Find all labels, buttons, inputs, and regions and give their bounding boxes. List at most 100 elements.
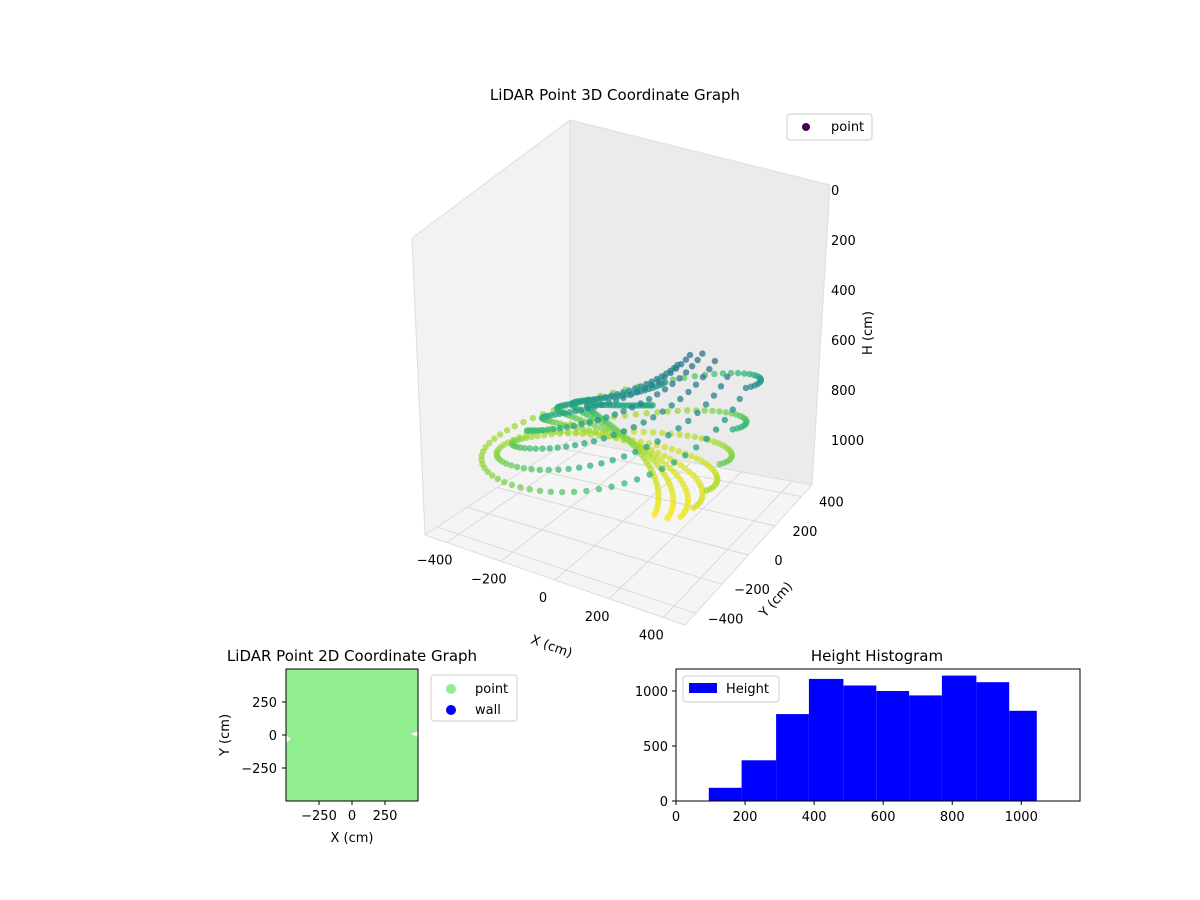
lidar-2d-chart: LiDAR Point 2D Coordinate Graph −250 0 250… (218, 647, 518, 846)
point-marker (576, 464, 583, 471)
point-marker (528, 466, 535, 473)
x-axis-label-3d: X (cm) (529, 633, 575, 662)
point-marker (511, 423, 518, 430)
point-marker (546, 445, 553, 452)
histogram-bar (808, 678, 844, 801)
point-marker (686, 351, 694, 359)
point-marker (494, 475, 501, 483)
point-marker (529, 414, 536, 422)
z-tick-label-3d: 1000 (831, 434, 864, 449)
point-marker (570, 488, 578, 495)
histogram-bar (708, 787, 742, 801)
point-marker (684, 407, 691, 414)
z-tick-label-3d: 800 (831, 384, 856, 399)
point-marker (664, 515, 671, 522)
point-marker (603, 414, 610, 421)
y-tick-label-3d: 200 (793, 525, 818, 540)
histogram-bar (776, 714, 809, 801)
histogram-bar (876, 691, 910, 801)
x-tick-label-hist: 400 (802, 810, 827, 825)
chart-2d-title: LiDAR Point 2D Coordinate Graph (227, 647, 477, 665)
point-marker (608, 392, 615, 399)
point-marker (664, 408, 671, 415)
point-marker (595, 485, 603, 493)
point-marker (651, 511, 658, 518)
x-tick-label-3d: 0 (539, 591, 547, 606)
point-marker (536, 487, 544, 494)
x-tick-label-3d: 200 (585, 610, 610, 625)
point-marker (585, 427, 593, 434)
histogram-title: Height Histogram (811, 647, 943, 665)
y-axis-hist: 0 500 1000 (635, 685, 676, 810)
point-marker (484, 468, 491, 475)
point-marker (677, 513, 684, 520)
legend-point-label: point (831, 120, 864, 135)
y-tick-label-2d: −250 (241, 762, 277, 777)
point-marker (685, 417, 692, 425)
point-marker (594, 416, 602, 424)
point-marker (682, 356, 690, 363)
point-marker (637, 400, 644, 407)
point-marker (654, 391, 661, 398)
point-marker (578, 406, 585, 413)
point-marker (579, 430, 587, 437)
point-marker (694, 409, 701, 417)
point-marker (659, 408, 666, 415)
point-marker (554, 444, 561, 451)
point-marker (578, 420, 585, 428)
point-marker (570, 422, 578, 429)
legend-point-marker (802, 123, 810, 131)
point-marker (503, 460, 510, 467)
legend-height-label: Height (726, 682, 769, 697)
point-marker (693, 455, 700, 462)
point-marker (710, 438, 718, 445)
point-marker (559, 488, 566, 496)
point-marker (701, 407, 708, 414)
point-marker (699, 373, 707, 381)
legend-point-label-2d: point (475, 682, 508, 697)
histogram-bar (843, 685, 877, 801)
point-marker (747, 383, 755, 390)
point-marker (591, 403, 598, 410)
histogram-bar (909, 695, 942, 801)
point-marker (711, 357, 719, 365)
point-marker (641, 385, 648, 392)
point-marker (536, 466, 543, 473)
point-marker (693, 444, 700, 451)
point-marker (528, 433, 535, 441)
point-marker (661, 443, 668, 451)
point-marker (643, 443, 650, 451)
x-tick-label-hist: 0 (672, 810, 680, 825)
point-marker (661, 452, 668, 460)
point-marker (526, 445, 534, 452)
point-marker (648, 381, 655, 389)
point-marker (719, 370, 727, 377)
grid-3d (436, 443, 802, 618)
x-tick-label-2d: 0 (348, 809, 356, 824)
point-marker (669, 380, 676, 388)
z-axis-label-3d: H (cm) (861, 311, 876, 355)
histogram-bar (1009, 710, 1037, 801)
point-marker (545, 466, 552, 474)
point-marker (491, 435, 498, 442)
point-marker (590, 437, 598, 445)
point-marker (661, 386, 669, 393)
point-marker (702, 401, 710, 408)
point-marker (629, 404, 636, 411)
x-axis-hist: 0 200 400 600 800 1000 (672, 801, 1038, 825)
point-marker (508, 481, 516, 489)
y-tick-label-2d: 250 (252, 696, 277, 711)
point-marker (670, 459, 678, 466)
point-marker (539, 445, 546, 452)
point-marker (587, 462, 594, 469)
point-marker (640, 419, 647, 426)
point-marker (694, 356, 701, 364)
point-marker (596, 395, 604, 402)
point-marker (706, 366, 713, 373)
point-marker (654, 438, 661, 445)
point-marker (572, 429, 579, 437)
point-marker (658, 457, 665, 464)
y-tick-label-3d: 400 (819, 496, 844, 511)
point-marker (561, 409, 568, 417)
